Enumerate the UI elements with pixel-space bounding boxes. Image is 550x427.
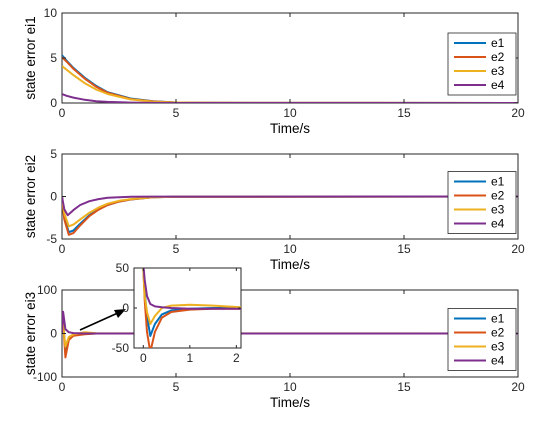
panel-3-legend-label-e3: e3	[491, 340, 505, 354]
panel-3-xtick-label: 10	[283, 380, 297, 394]
panel-1-legend-label-e1: e1	[491, 36, 505, 50]
panel-1-legend-label-e3: e3	[491, 64, 505, 78]
inset-arrow	[79, 309, 126, 331]
panel-2-xtick-label: 15	[397, 242, 411, 256]
panel-2-series-group	[62, 195, 518, 236]
panel-1-xtick-label: 15	[397, 106, 411, 120]
panel-2-legend-label-e3: e3	[491, 203, 505, 217]
panel-3-xlabel: Time/s	[270, 395, 310, 410]
panel-2-xtick-label: 20	[511, 242, 525, 256]
panel-3-series-e4	[62, 310, 518, 335]
inset-xtick-label: 1	[186, 351, 193, 365]
panel-3-xtick-label: 0	[59, 380, 66, 394]
panel-3-xtick-label: 20	[511, 380, 525, 394]
panel-1-legend-label-e4: e4	[491, 78, 505, 92]
inset-ytick-label: 0	[122, 301, 129, 315]
panel-1-xtick-label: 5	[173, 106, 180, 120]
panel-2-xtick-label: 5	[173, 242, 180, 256]
panel-1-ytick-label: 5	[50, 51, 57, 65]
panel-2-ytick-label: 5	[50, 147, 57, 161]
panel-1-xtick-label: 20	[511, 106, 525, 120]
panel-3-ylabel: state error ei3	[23, 292, 38, 375]
panel-3-series-group	[62, 310, 518, 359]
panel-3-xtick-label: 5	[173, 380, 180, 394]
panel-3-legend-label-e2: e2	[491, 326, 505, 340]
panel-1-ytick-label: 0	[50, 96, 57, 110]
inset-series-e3	[142, 268, 241, 325]
panel-1-series-e4	[62, 93, 518, 103]
panel-3-ytick-label: 100	[37, 283, 57, 297]
inset-xtick-label: 0	[140, 351, 147, 365]
panel-2-legend-label-e1: e1	[491, 175, 505, 189]
panel-2-series-e4	[62, 195, 518, 217]
panel-1-xtick-label: 10	[283, 106, 297, 120]
panel-1-ytick-label: 10	[44, 6, 58, 20]
panel-1-xlabel: Time/s	[270, 121, 310, 136]
inset-arrow-shaft	[79, 311, 121, 331]
inset-ytick-label: -50	[112, 341, 130, 355]
inset: 0 1 2 -50 0 50	[112, 261, 242, 365]
panel-1-frame	[61, 12, 519, 104]
inset-arrow-head	[114, 309, 126, 318]
panel-2-ylabel: state error ei2	[23, 155, 38, 238]
panel-2-ytick-label: -5	[46, 232, 57, 246]
panel-1-series-group	[62, 54, 518, 103]
panel-2-legend-label-e2: e2	[491, 189, 505, 203]
panel-3-ytick-label: -100	[33, 370, 57, 384]
panel-2-legend-label-e4: e4	[491, 217, 505, 231]
panel-3-ytick-label: 0	[50, 327, 57, 341]
panel-1-xtick-label: 0	[59, 106, 66, 120]
panel-2-xtick-label: 0	[59, 242, 66, 256]
inset-xtick-label: 2	[233, 351, 240, 365]
inset-series-group	[142, 268, 241, 348]
panel-3-xtick-label: 15	[397, 380, 411, 394]
panel-3-legend-label-e1: e1	[491, 312, 505, 326]
panel-2-xlabel: Time/s	[270, 257, 310, 272]
inset-ytick-label: 50	[116, 261, 130, 275]
panel-1-ylabel: state error ei1	[23, 16, 38, 99]
panel-1-legend-label-e2: e2	[491, 50, 505, 64]
panel-2-xtick-label: 10	[283, 242, 297, 256]
inset-series-e4	[142, 268, 241, 310]
panel-3-legend-label-e4: e4	[491, 354, 505, 368]
panel-2-ytick-label: 0	[50, 190, 57, 204]
